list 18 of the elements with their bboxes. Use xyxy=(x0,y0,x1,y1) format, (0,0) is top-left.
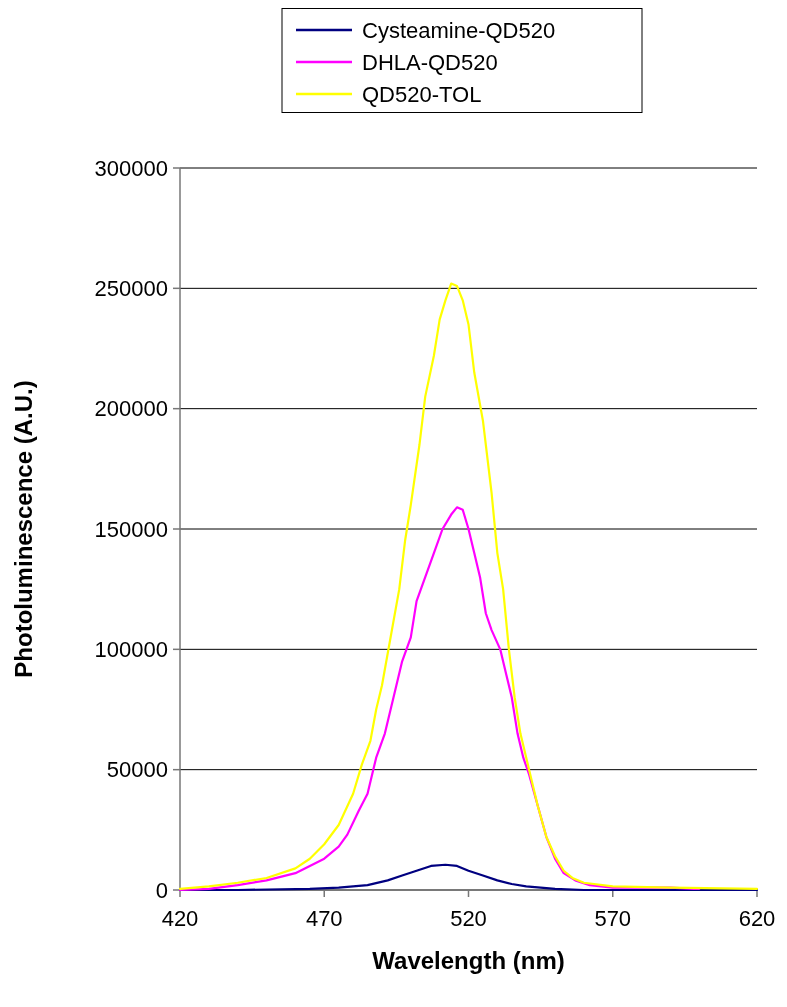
y-tick-label: 50000 xyxy=(106,757,168,783)
x-tick-label: 620 xyxy=(738,906,776,931)
x-tick-label: 470 xyxy=(305,906,343,931)
legend-label: Cysteamine-QD520 xyxy=(362,17,556,43)
legend-label: DHLA-QD520 xyxy=(362,49,498,75)
x-tick-label: 570 xyxy=(594,906,632,931)
x-axis-title: Wavelength (nm) xyxy=(372,947,565,974)
y-tick-label: 100000 xyxy=(94,637,168,663)
y-tick-label: 0 xyxy=(155,877,168,903)
legend-label: QD520-TOL xyxy=(362,81,482,107)
line-series xyxy=(178,506,701,892)
y-tick-label: 250000 xyxy=(94,276,168,302)
y-tick-label: 200000 xyxy=(94,396,168,422)
y-axis-title: Photoluminescence (A.U.) xyxy=(10,380,37,678)
x-tick-label: 520 xyxy=(450,906,487,931)
y-tick-label: 150000 xyxy=(94,516,168,542)
x-tick-label: 420 xyxy=(161,906,199,931)
y-tick-label: 300000 xyxy=(94,155,168,181)
